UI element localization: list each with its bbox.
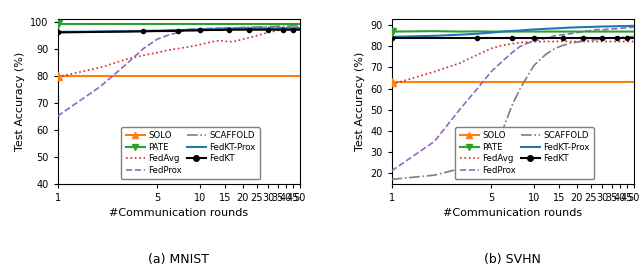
X-axis label: #Communication rounds: #Communication rounds (109, 208, 248, 218)
X-axis label: #Communication rounds: #Communication rounds (443, 208, 582, 218)
Legend: SOLO, PATE, FedAvg, FedProx, SCAFFOLD, FedKT-Prox, FedKT: SOLO, PATE, FedAvg, FedProx, SCAFFOLD, F… (455, 127, 594, 179)
Text: (b) SVHN: (b) SVHN (484, 253, 541, 266)
Legend: SOLO, PATE, FedAvg, FedProx, SCAFFOLD, FedKT-Prox, FedKT: SOLO, PATE, FedAvg, FedProx, SCAFFOLD, F… (122, 127, 260, 179)
Y-axis label: Test Accuracy (%): Test Accuracy (%) (15, 52, 25, 151)
Text: (a) MNIST: (a) MNIST (148, 253, 209, 266)
Y-axis label: Test Accuracy (%): Test Accuracy (%) (355, 52, 365, 151)
